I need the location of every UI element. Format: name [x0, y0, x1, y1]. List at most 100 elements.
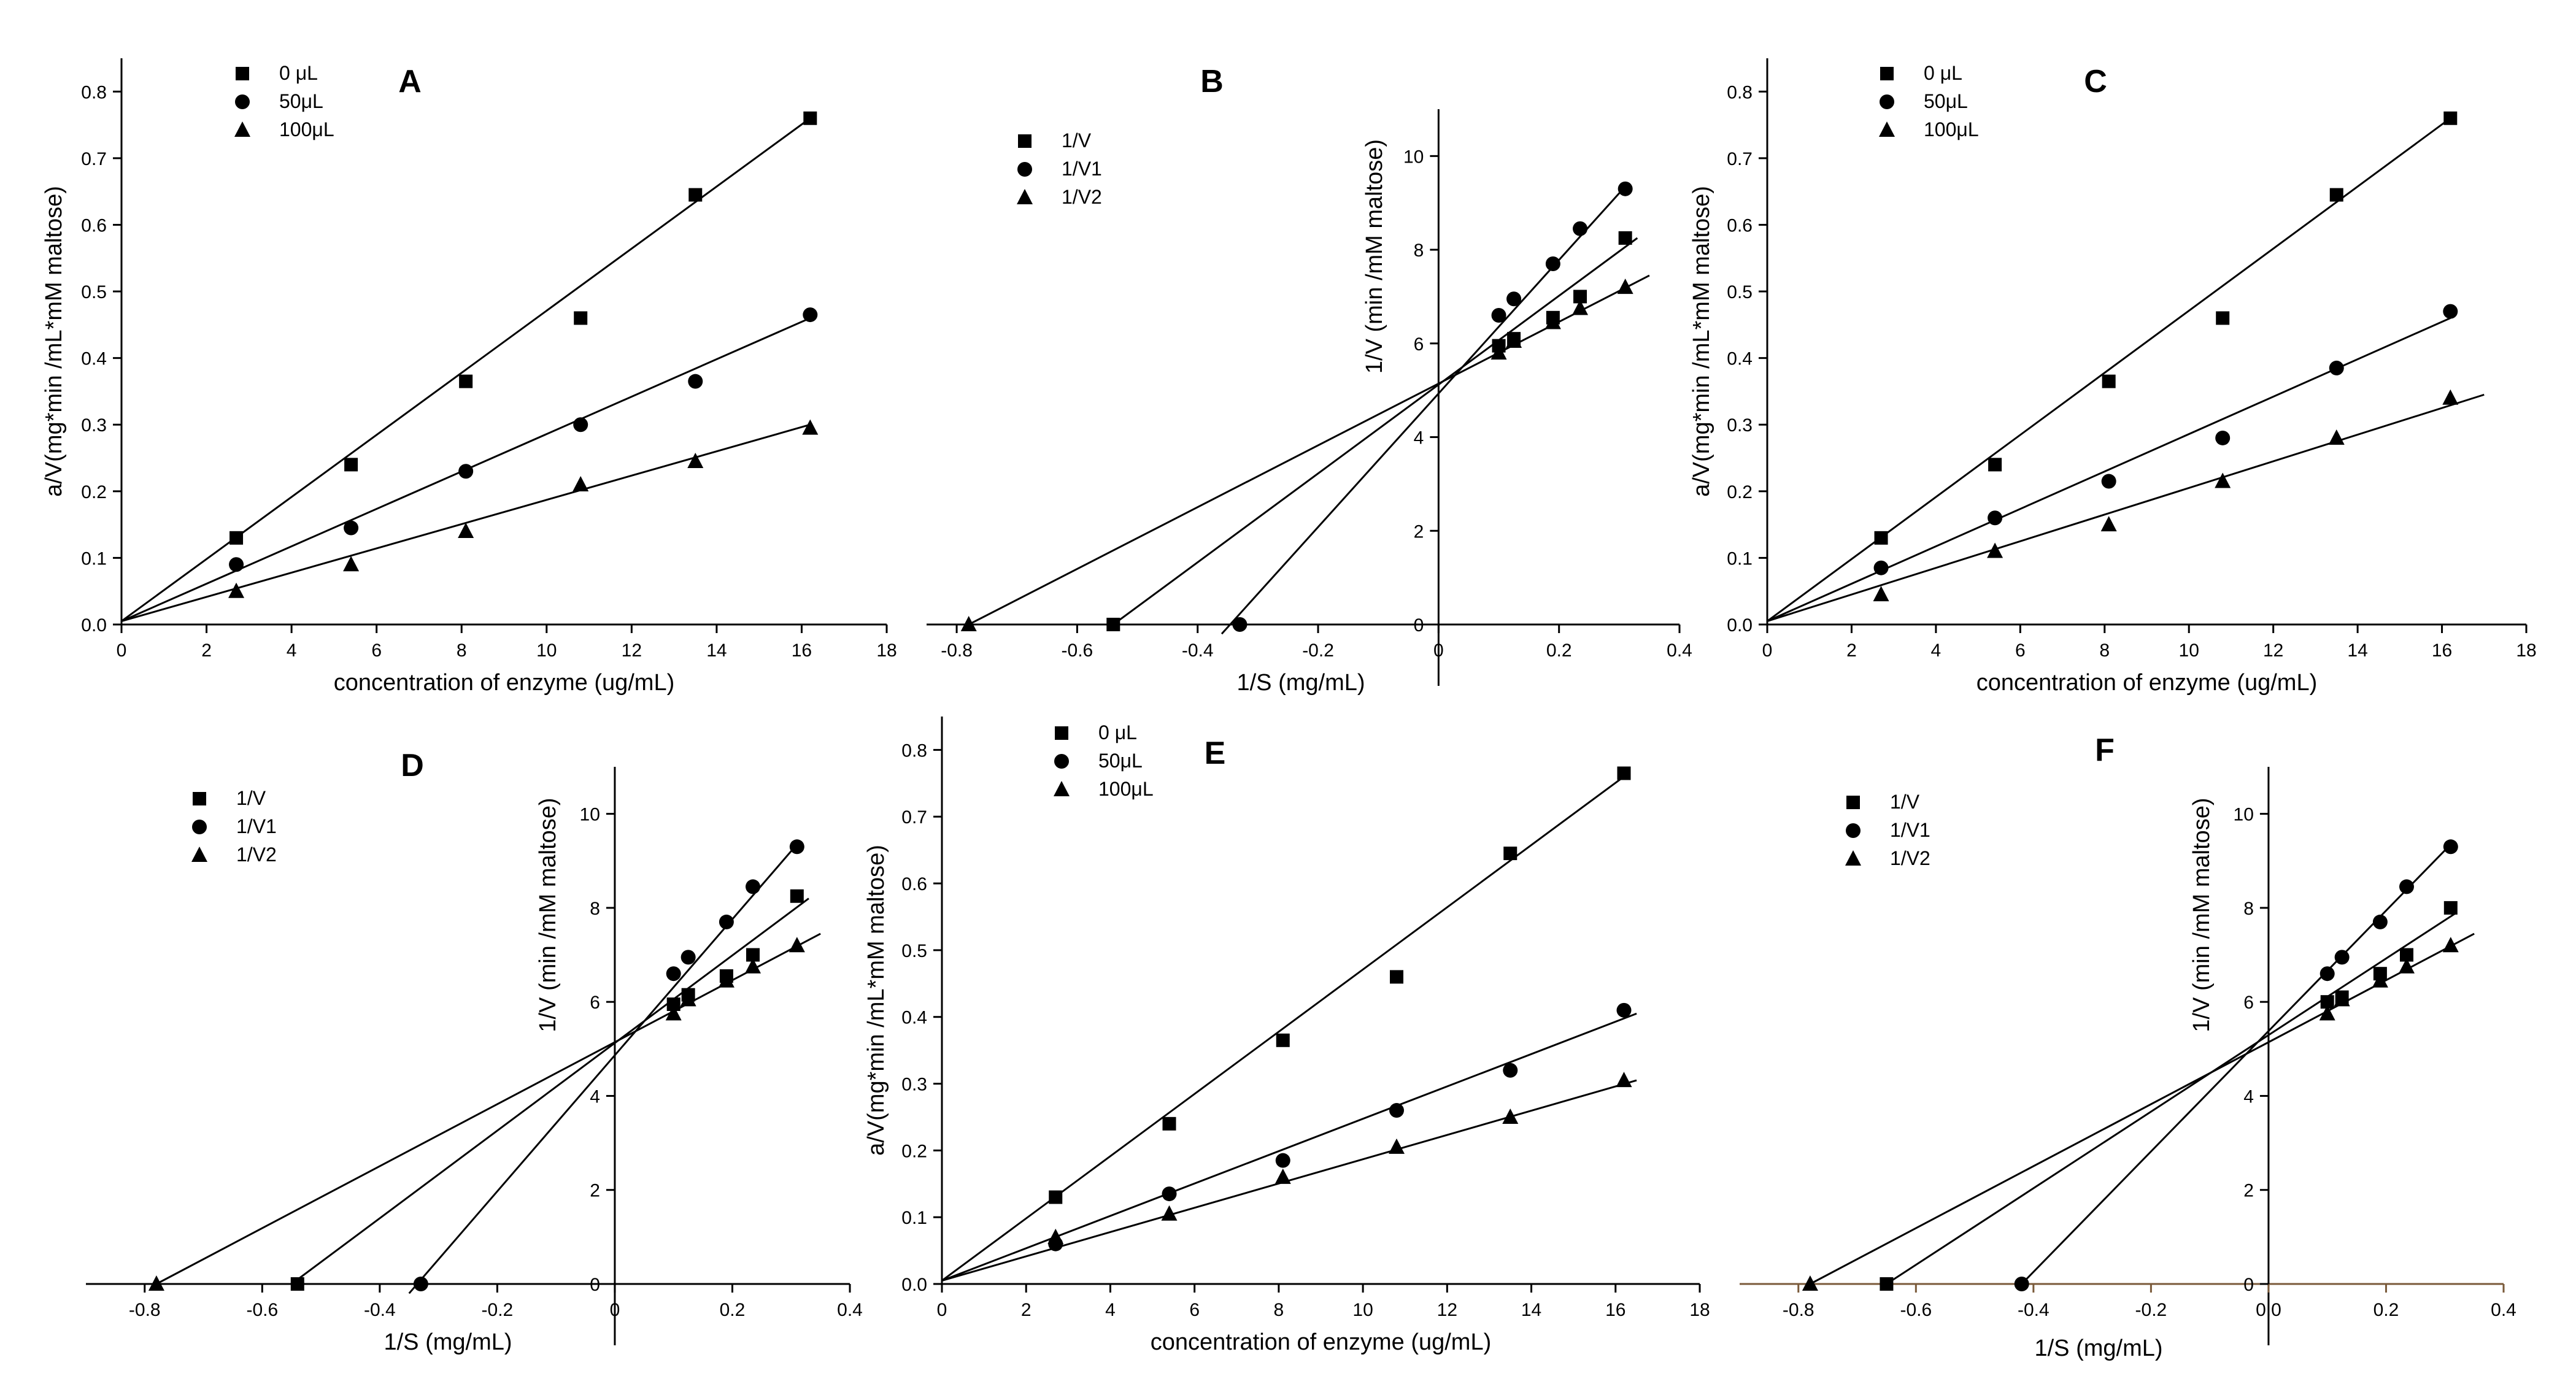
y-axis-title: 1/V (min /mM maltose)	[535, 797, 561, 1032]
x-tick-label: 14	[2347, 640, 2367, 661]
data-point-triangle	[2100, 516, 2117, 532]
chart-panel-f: -0.8 -0.6 -0.4 -0.2 0.0 0.2 0.4 0 2 4 6 8 10 1/S (mg/…	[1740, 732, 2516, 1361]
data-point-square	[790, 889, 804, 903]
data-point-square	[1390, 970, 1403, 984]
data-point-triangle	[2442, 389, 2459, 405]
x-tick-label: 6	[2015, 640, 2026, 661]
legend-marker-square	[236, 67, 249, 80]
legend-label: 1/V	[1062, 129, 1092, 152]
legend-label: 0 μL	[1098, 721, 1137, 744]
x-axis-title: concentration of enzyme (ug/mL)	[1151, 1329, 1492, 1355]
data-point-circle	[745, 879, 760, 894]
x-tick-label: -0.4	[364, 1300, 396, 1320]
fit-line-square	[1886, 912, 2458, 1285]
legend-label: 100μL	[1098, 778, 1154, 800]
data-point-circle	[2443, 304, 2458, 319]
data-point-circle	[1616, 1002, 1632, 1018]
data-point-square	[2329, 188, 2343, 202]
data-point-square	[803, 111, 817, 125]
y-tick-label: 0	[1414, 615, 1424, 636]
y-tick-label: 0.8	[901, 740, 927, 761]
y-tick-label: 4	[2243, 1086, 2254, 1107]
legend-marker-circle	[1846, 823, 1861, 838]
data-point-circle	[2399, 879, 2414, 894]
fit-line-triangle	[968, 274, 1650, 626]
y-axis-title: 1/V (min /mM maltose)	[2189, 797, 2215, 1032]
x-tick-label: 14	[706, 640, 727, 661]
data-point-circle	[1618, 181, 1633, 196]
fit-line-square	[291, 897, 809, 1285]
chart-panel-a: 0 2 4 6 8 10 12 14 16 18 0.0 0.1 0.2 0.3 0.4 0.5 0.6 0.7 0…	[41, 58, 897, 696]
fit-line-triangle	[941, 1079, 1637, 1282]
x-axis-title: 1/S (mg/mL)	[1236, 670, 1365, 696]
data-point-triangle	[2334, 991, 2350, 1007]
data-point-square	[1617, 766, 1631, 780]
data-point-triangle	[1873, 586, 1889, 602]
data-point-square	[459, 374, 473, 388]
data-point-square	[2399, 948, 2413, 962]
y-tick-label: 0.3	[901, 1075, 927, 1095]
data-point-triangle	[1490, 344, 1507, 360]
y-tick-label: 0	[590, 1275, 600, 1295]
legend-label: 1/V	[1890, 791, 1920, 813]
x-tick-label: 16	[2432, 640, 2452, 661]
x-tick-label: -0.2	[1302, 640, 1334, 661]
x-tick-label: -0.8	[941, 640, 973, 661]
panel-letter: A	[398, 64, 422, 99]
data-point-triangle	[458, 522, 474, 538]
data-point-triangle	[2398, 958, 2415, 974]
legend-marker-triangle	[1054, 781, 1070, 796]
data-point-circle	[229, 557, 244, 572]
x-tick-label: 4	[1105, 1300, 1116, 1320]
data-point-triangle	[1544, 313, 1561, 329]
x-tick-label: 0	[937, 1300, 947, 1320]
y-tick-label: 8	[2243, 899, 2254, 919]
y-axis-title: a/V(mg*min /mL*mM maltose)	[863, 845, 889, 1156]
data-point-circle	[1232, 617, 1248, 632]
y-tick-label: 0.1	[81, 548, 107, 569]
x-tick-label: -0.8	[1783, 1300, 1814, 1320]
data-point-triangle	[665, 1005, 682, 1021]
y-tick-label: 10	[2234, 805, 2254, 825]
legend-label: 0 μL	[279, 62, 318, 84]
panel-letter: F	[2095, 732, 2115, 768]
x-axis-title: 1/S (mg/mL)	[384, 1329, 512, 1355]
legend-marker-circle	[1054, 754, 1069, 769]
fit-line-triangle	[1810, 932, 2475, 1285]
x-tick-label: -0.2	[2135, 1300, 2167, 1320]
data-point-circle	[1545, 256, 1560, 271]
data-point-circle	[789, 839, 804, 855]
legend-label: 1/V2	[1890, 847, 1930, 869]
x-tick-label: 8	[457, 640, 467, 661]
fit-line-triangle	[156, 932, 821, 1285]
legend-marker-square	[1846, 796, 1860, 809]
data-point-square	[1880, 1277, 1894, 1291]
data-point-square	[229, 531, 244, 545]
y-tick-label: 0.2	[901, 1141, 927, 1161]
x-tick-label: -0.6	[1900, 1300, 1932, 1320]
data-point-triangle	[718, 972, 735, 988]
x-tick-label: 10	[2179, 640, 2199, 661]
data-point-triangle	[1572, 299, 1589, 315]
chart-panel-d: -0.8 -0.6 -0.4 -0.2 0 0.2 0.4 0 2 4 6 8 10 1/S (mg/mL…	[86, 748, 863, 1355]
legend-label: 1/V1	[1890, 819, 1930, 841]
legend-label: 0 μL	[1924, 62, 1962, 84]
data-point-circle	[2215, 430, 2231, 445]
data-point-square	[1618, 231, 1632, 245]
legend-marker-circle	[235, 94, 250, 109]
x-tick-label: 10	[1352, 1300, 1373, 1320]
legend-label: 1/V1	[236, 815, 277, 837]
x-tick-label: -0.4	[2018, 1300, 2050, 1320]
x-tick-label: 0	[1762, 640, 1773, 661]
y-tick-label: 0.7	[81, 149, 107, 169]
legend-label: 100μL	[1924, 118, 1979, 140]
chart-panel-b: -0.8 -0.6 -0.4 -0.2 0 0.2 0.4 0 2 4 6 8 10 1/S (mg/mL…	[927, 64, 1692, 696]
legend-marker-triangle	[191, 847, 207, 862]
x-tick-label: 10	[536, 640, 557, 661]
data-point-triangle	[1617, 279, 1633, 294]
data-point-circle	[666, 966, 681, 982]
x-tick-label: 14	[1521, 1300, 1541, 1320]
y-tick-label: 0.7	[1727, 149, 1753, 169]
data-point-square	[574, 311, 588, 325]
